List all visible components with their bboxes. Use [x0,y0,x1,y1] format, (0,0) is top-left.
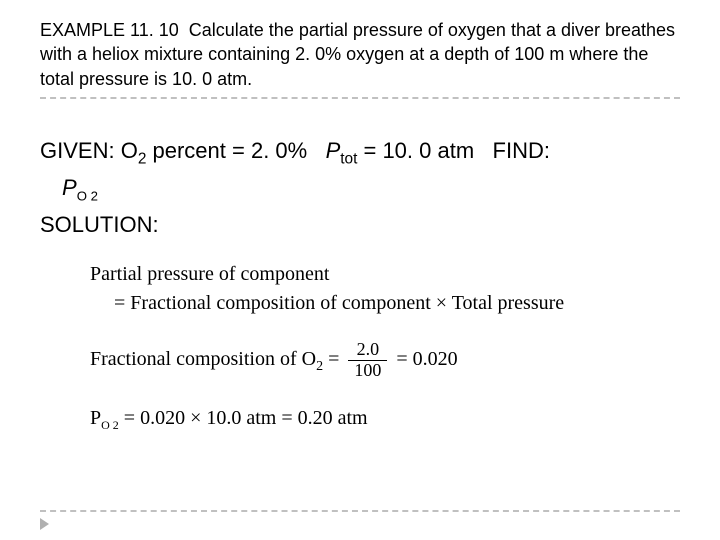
example-label: EXAMPLE 11. 10 [40,20,179,40]
eq2-equals: = [323,348,344,370]
equation-fractional-composition: Fractional composition of O2 = 2.0 100 =… [90,340,458,381]
ptot-subscript: tot [340,150,357,167]
eq2-numerator: 2.0 [348,340,387,361]
given-label: GIVEN: [40,138,115,163]
eq2-rhs: = 0.020 [396,348,457,370]
equation-partial-pressure-definition: Partial pressure of component = Fraction… [90,260,564,318]
ptot-symbol: P [326,138,341,163]
eq1-line2a: = Fractional composition of component [114,292,436,314]
eq3-rhs: = 0.020 × 10.0 atm = 0.20 atm [119,407,368,429]
eq2-denominator: 100 [348,361,387,381]
divider-bottom [40,510,680,512]
bullet-icon [40,518,49,530]
equation-result: PO 2 = 0.020 × 10.0 atm = 0.20 atm [90,404,368,434]
times-icon: × [436,292,447,314]
example-header: EXAMPLE 11. 10 Calculate the partial pre… [40,18,680,99]
find-label: FIND: [493,138,550,163]
solution-label: SOLUTION: [40,212,159,238]
eq1-line1: Partial pressure of component [90,263,329,285]
po2-symbol: P [62,175,77,200]
eq3-po2-sub: O 2 [101,418,119,432]
ptot-value: = 10. 0 atm [357,138,474,163]
fraction-icon: 2.0 100 [348,340,387,381]
solution-label-text: SOLUTION: [40,212,159,237]
eq1-line2b: Total pressure [447,292,564,314]
eq3-p-symbol: P [90,407,101,429]
po2-subscript: O 2 [77,188,98,203]
o2-symbol: O [121,138,138,163]
given-find-block: GIVEN: O2 percent = 2. 0% Ptot = 10. 0 a… [40,134,680,206]
eq2-lhs: Fractional composition of O [90,348,316,370]
o2-percent-value: percent = 2. 0% [146,138,307,163]
